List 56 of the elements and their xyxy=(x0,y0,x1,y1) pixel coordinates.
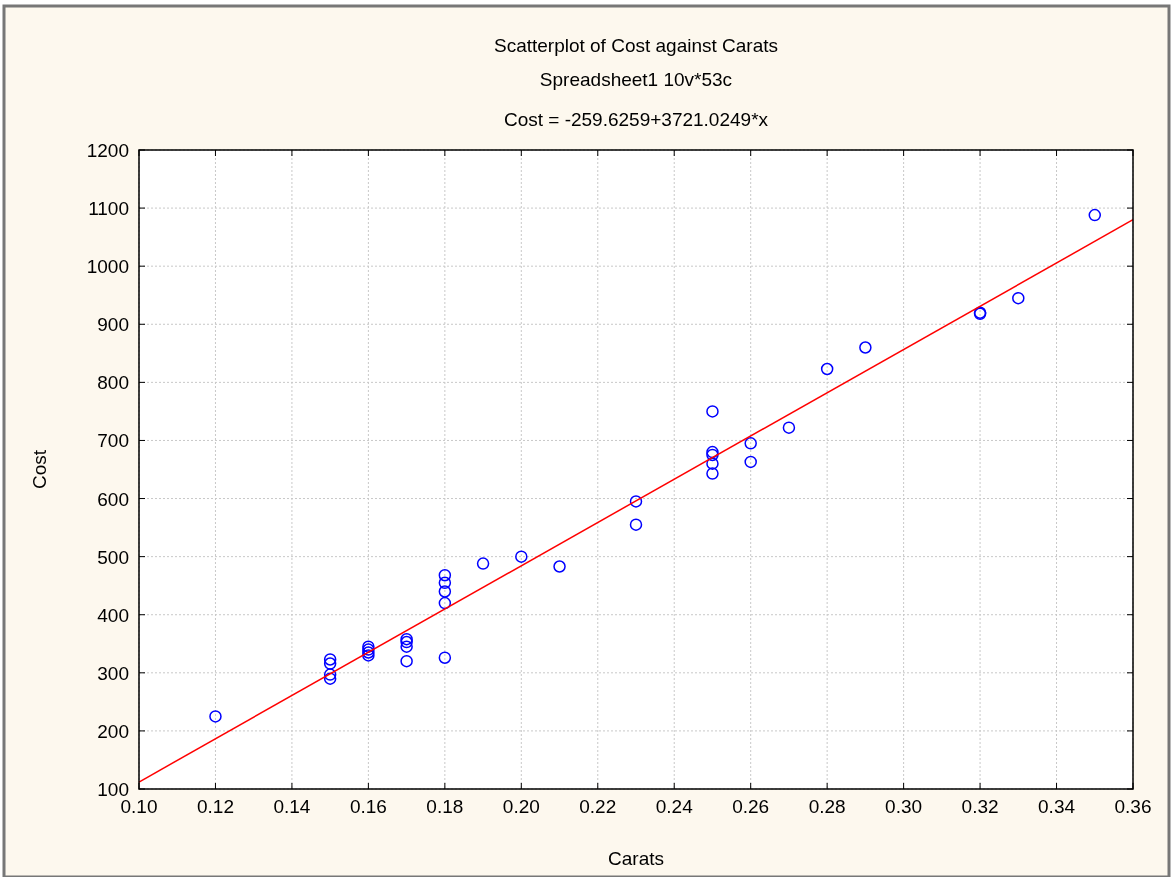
x-tick-label: 0.14 xyxy=(273,796,311,817)
y-tick-label: 700 xyxy=(97,430,129,452)
point xyxy=(553,560,566,573)
point xyxy=(1088,208,1102,222)
point xyxy=(323,668,337,681)
chart-title: Scatterplot of Cost against Carats xyxy=(493,35,779,56)
point xyxy=(400,640,413,653)
x-tick-label: 0.12 xyxy=(196,796,234,817)
x-tick-label: 0.24 xyxy=(655,796,694,817)
y-tick-label: 1200 xyxy=(86,140,129,161)
x-axis-title: Carats xyxy=(608,848,664,869)
y-tick-label: 800 xyxy=(97,372,129,394)
point xyxy=(629,518,643,531)
x-tick-label: 0.30 xyxy=(885,796,923,817)
point xyxy=(744,455,757,469)
x-tick-label: 0.18 xyxy=(426,796,464,817)
point xyxy=(629,495,643,508)
y-axis-title: Cost xyxy=(29,449,50,490)
point xyxy=(820,362,834,376)
y-tick-label: 900 xyxy=(97,314,129,336)
y-tick-label: 1100 xyxy=(88,198,129,220)
x-tick-label: 0.22 xyxy=(579,796,617,817)
x-tick-label: 0.28 xyxy=(808,796,846,817)
point xyxy=(438,651,452,664)
text: Cost = -259.6259+3721.0249*x xyxy=(503,109,769,130)
point xyxy=(706,467,719,480)
x-tick-label: 0.36 xyxy=(1114,796,1152,817)
point xyxy=(1012,291,1025,305)
point xyxy=(438,585,452,598)
y-tick-label: 300 xyxy=(97,662,129,684)
x-tick-label: 0.32 xyxy=(961,796,999,817)
point xyxy=(209,710,222,723)
y-tick-label: 1000 xyxy=(86,256,129,278)
point xyxy=(438,576,452,590)
y-tick-label: 500 xyxy=(97,546,129,568)
point xyxy=(782,421,796,434)
x-tick-label: 0.16 xyxy=(349,796,387,817)
point xyxy=(859,341,872,354)
point xyxy=(515,550,528,563)
chart-subtitle: Spreadsheet1 10v*53c xyxy=(539,69,733,90)
y-tick-label: 600 xyxy=(97,488,129,510)
point xyxy=(438,596,452,610)
x-tick-label: 0.26 xyxy=(732,796,770,817)
point xyxy=(323,653,337,666)
point xyxy=(476,557,490,570)
point xyxy=(438,568,452,582)
point xyxy=(706,457,719,470)
x-tick-label: 0.20 xyxy=(502,796,540,817)
point xyxy=(323,672,337,685)
point xyxy=(323,657,337,670)
y-tick-label: 400 xyxy=(97,604,129,626)
y-tick-label: 200 xyxy=(97,720,129,742)
point xyxy=(744,437,757,450)
point xyxy=(706,405,719,418)
x-tick-label: 0.34 xyxy=(1038,796,1076,817)
point xyxy=(400,654,413,668)
